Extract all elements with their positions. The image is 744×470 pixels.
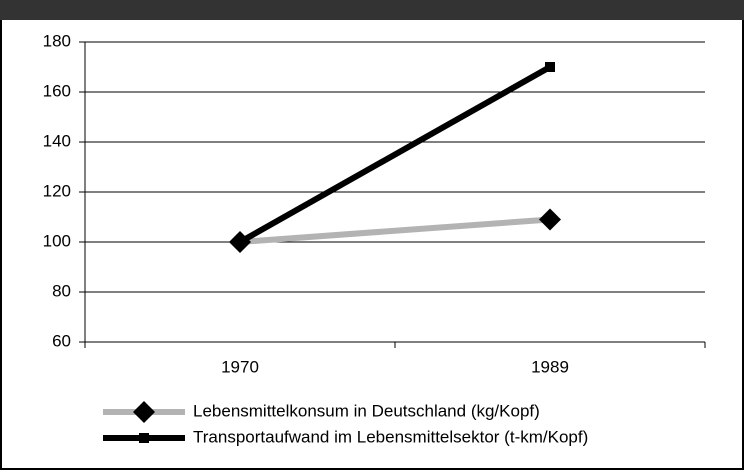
y-tick-label: 180 <box>43 31 71 50</box>
series-line <box>238 64 552 245</box>
point <box>229 231 251 253</box>
legend-label: Transportaufwand im Lebensmittelsektor (… <box>193 427 588 446</box>
header-bar <box>0 0 744 20</box>
legend-marker <box>133 401 155 423</box>
series-line <box>239 216 551 245</box>
legend-marker <box>139 433 149 443</box>
y-tick-label: 160 <box>43 81 71 100</box>
point <box>539 208 561 231</box>
x-tick-label: 1970 <box>221 357 259 376</box>
y-tick-label: 100 <box>43 231 71 250</box>
y-tick-label: 120 <box>43 181 71 200</box>
point <box>545 62 555 72</box>
x-tick-label: 1989 <box>531 357 569 376</box>
y-tick-label: 60 <box>52 331 71 350</box>
y-tick-label: 80 <box>52 281 71 300</box>
legend-label: Lebensmittelkonsum in Deutschland (kg/Ko… <box>193 401 540 420</box>
y-tick-label: 140 <box>43 131 71 150</box>
